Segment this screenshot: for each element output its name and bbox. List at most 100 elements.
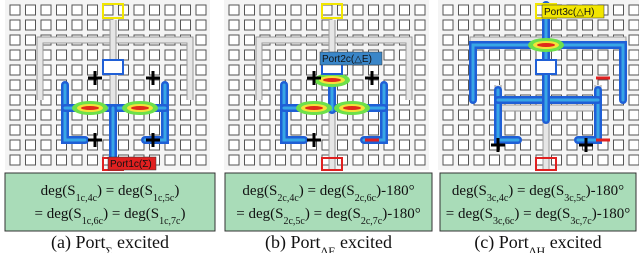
equation-text: = deg(S (35, 206, 82, 222)
subscript: 2c,5c (283, 216, 305, 227)
via-square (260, 110, 270, 120)
via-square (552, 140, 562, 150)
via-square (276, 155, 286, 165)
via-square (598, 50, 608, 60)
via-square (181, 140, 191, 150)
via-square (10, 125, 20, 135)
via-square (459, 140, 469, 150)
equation-text: ) (180, 206, 185, 222)
via-square (400, 5, 410, 15)
via-square (150, 50, 160, 60)
via-square (229, 5, 239, 15)
coupler (103, 60, 123, 74)
via-square (598, 155, 608, 165)
via-square (41, 140, 51, 150)
equation-box (225, 173, 432, 231)
via-square (415, 125, 425, 135)
via-square (614, 125, 624, 135)
via-square (415, 80, 425, 90)
via-square (307, 155, 317, 165)
via-square (369, 155, 379, 165)
via-square (614, 140, 624, 150)
via-square (474, 125, 484, 135)
via-square (400, 20, 410, 30)
via-square (245, 65, 255, 75)
via-square (459, 50, 469, 60)
via-square (353, 80, 363, 90)
via-square (490, 5, 500, 15)
via-square (567, 65, 577, 75)
via-square (459, 80, 469, 90)
via-square (134, 20, 144, 30)
via-square (459, 35, 469, 45)
via-square (10, 155, 20, 165)
via-square (443, 80, 453, 90)
via-square (103, 5, 113, 15)
via-square (72, 125, 82, 135)
via-square (415, 95, 425, 105)
via-square (26, 140, 36, 150)
via-square (26, 65, 36, 75)
via-square (229, 155, 239, 165)
via-square (521, 155, 531, 165)
via-square (291, 155, 301, 165)
via-square (57, 50, 67, 60)
equation-text: = deg(S (446, 206, 493, 222)
caption: (c) PortΔH excited (474, 232, 601, 253)
via-square (384, 155, 394, 165)
via-square (415, 50, 425, 60)
via-square (41, 20, 51, 30)
via-square (26, 35, 36, 45)
caption-text: (c) Port (474, 232, 528, 253)
subscript: Σ (106, 244, 113, 253)
via-square (552, 125, 562, 135)
via-square (196, 50, 206, 60)
subscript: ΔH (529, 244, 546, 253)
via-square (384, 65, 394, 75)
via-square (583, 20, 593, 30)
via-square (229, 65, 239, 75)
via-square (338, 140, 348, 150)
via-square (245, 35, 255, 45)
via-square (10, 95, 20, 105)
via-square (229, 125, 239, 135)
via-square (415, 5, 425, 15)
hot-spot (323, 78, 341, 82)
via-square (521, 140, 531, 150)
via-square (10, 5, 20, 15)
via-square (165, 20, 175, 30)
via-square (181, 110, 191, 120)
panel: Port2c(△E) (224, 0, 429, 170)
via-square (196, 80, 206, 90)
via-square (384, 20, 394, 30)
via-square (291, 80, 301, 90)
via-square (307, 50, 317, 60)
via-square (181, 5, 191, 15)
via-square (57, 65, 67, 75)
via-square (629, 125, 639, 135)
via-square (196, 110, 206, 120)
port-label: Port1c(Σ) (110, 159, 152, 170)
via-square (10, 65, 20, 75)
via-square (459, 5, 469, 15)
via-square (459, 125, 469, 135)
equation-text: )-180° (382, 206, 421, 222)
via-square (505, 155, 515, 165)
via-square (119, 20, 129, 30)
coupler (536, 60, 556, 74)
via-square (598, 20, 608, 30)
via-square (521, 80, 531, 90)
via-square (384, 5, 394, 15)
via-square (474, 20, 484, 30)
subscript: 2c,7c (361, 216, 383, 227)
via-square (26, 50, 36, 60)
via-square (521, 125, 531, 135)
via-square (276, 5, 286, 15)
via-square (196, 155, 206, 165)
via-square (119, 80, 129, 90)
via-square (72, 80, 82, 90)
via-square (26, 5, 36, 15)
equation-text: )-180° (376, 183, 415, 199)
via-square (552, 80, 562, 90)
via-square (229, 80, 239, 90)
